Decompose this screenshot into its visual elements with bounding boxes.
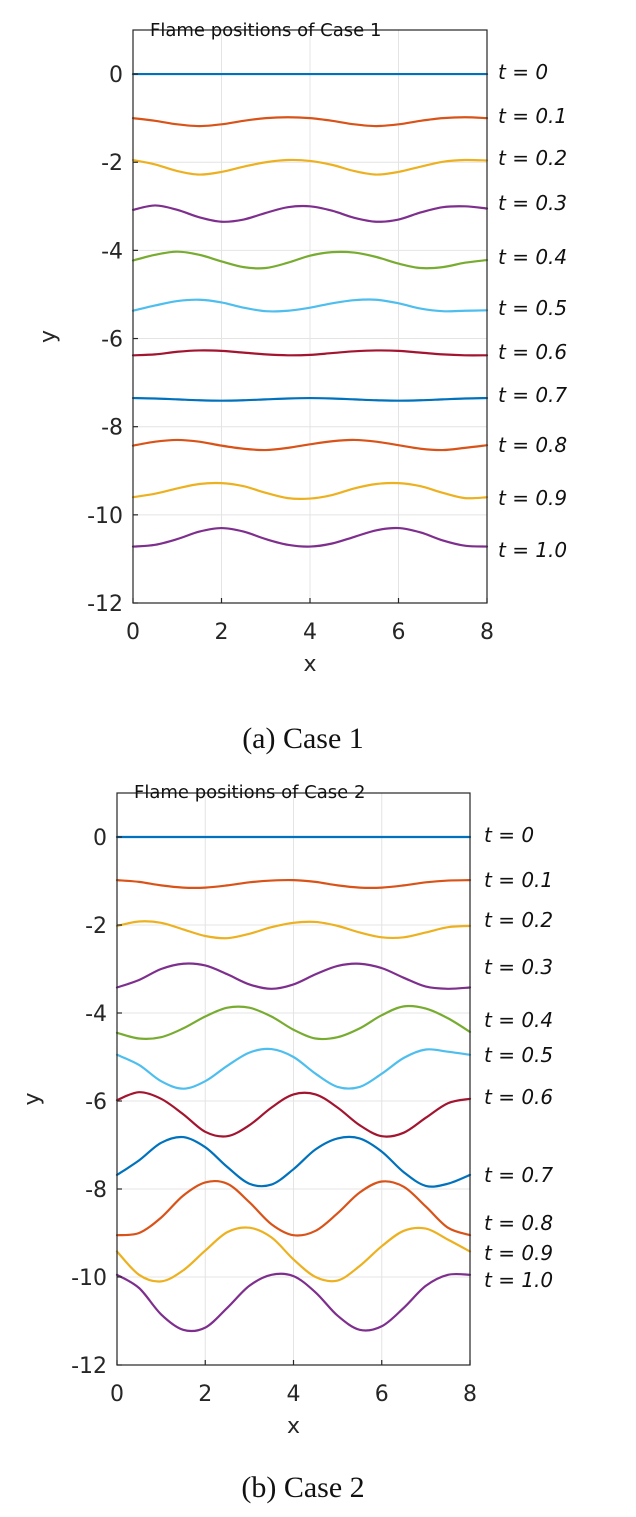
- time-label: t = 0.7: [484, 1163, 553, 1187]
- time-label: t = 0.3: [498, 191, 567, 215]
- x-tick-label: 4: [287, 1382, 301, 1407]
- time-label: t = 0.8: [484, 1211, 553, 1235]
- chart-panel-case-1: 0 2 4 6 8 0 -2 -4 -6 -8 -10 -12 t = 0 t = 0.1 t = 0.2…: [36, 20, 567, 755]
- time-label: t = 0.9: [498, 486, 567, 510]
- time-label: t = 1.0: [498, 538, 567, 562]
- x-axis-label: x: [303, 652, 316, 677]
- y-tick-label: -12: [71, 1354, 107, 1379]
- series-line-t-0-7: [131, 396, 489, 402]
- x-tick-label: 0: [110, 1382, 124, 1407]
- x-axis-label: x: [287, 1414, 300, 1439]
- time-label: t = 0.2: [498, 146, 567, 170]
- y-axis-label: y: [20, 1092, 45, 1105]
- series-line-t-1-0: [115, 1272, 472, 1333]
- series-line-t-0-7: [115, 1135, 472, 1188]
- time-label: t = 0.1: [498, 104, 567, 128]
- grid-lines: [132, 30, 488, 604]
- time-label: t = 0.6: [484, 1085, 553, 1109]
- series-line-t-0-4: [115, 1004, 472, 1041]
- time-label: t = 0.5: [484, 1043, 553, 1067]
- series-line-t-0-1: [131, 116, 489, 128]
- tick-labels: 0 2 4 6 8 0 -2 -4 -6 -8 -10 -12: [87, 63, 494, 645]
- series-line-t-0-3: [131, 204, 489, 223]
- series-line-t-0-6: [131, 349, 489, 357]
- x-tick-label: 6: [375, 1382, 389, 1407]
- x-tick-label: 6: [392, 620, 406, 645]
- x-tick-label: 0: [126, 620, 140, 645]
- time-label: t = 0.8: [498, 433, 567, 457]
- tick-labels: 0 2 4 6 8 0 -2 -4 -6 -8 -10 -12: [71, 826, 477, 1407]
- y-tick-label: -2: [101, 151, 123, 176]
- series-lines: [115, 835, 472, 1333]
- chart-title: Flame positions of Case 1: [150, 20, 381, 41]
- time-label: t = 0.9: [484, 1241, 553, 1265]
- series-line-t-0-8: [131, 438, 489, 452]
- y-tick-label: -4: [101, 239, 123, 264]
- time-label: t = 0.4: [484, 1008, 553, 1032]
- y-axis-label: y: [36, 330, 61, 343]
- time-label: t = 0: [498, 60, 548, 84]
- y-tick-label: -10: [71, 1266, 107, 1291]
- x-tick-label: 8: [463, 1382, 477, 1407]
- series-line-t-0-2: [115, 920, 472, 940]
- series-line-t-0-1: [115, 878, 472, 889]
- series-line-t-0-5: [115, 1047, 472, 1090]
- figure-caption: (a) Case 1: [242, 722, 364, 755]
- series-lines: [131, 72, 489, 548]
- series-line-t-0-3: [115, 962, 472, 990]
- time-label: t = 0.4: [498, 245, 567, 269]
- time-label: t = 0.7: [498, 383, 567, 407]
- figure-caption: (b) Case 2: [241, 1471, 364, 1504]
- time-labels: t = 0 t = 0.1 t = 0.2 t = 0.3 t = 0.4 t = 0.5…: [498, 60, 567, 562]
- x-tick-label: 4: [303, 620, 317, 645]
- y-tick-label: -6: [101, 328, 123, 353]
- y-tick-label: -4: [85, 1002, 107, 1027]
- x-tick-label: 2: [198, 1382, 212, 1407]
- y-tick-label: -12: [87, 592, 123, 617]
- chart-title: Flame positions of Case 2: [134, 782, 365, 803]
- series-line-t-0-9: [131, 481, 489, 500]
- time-label: t = 0.5: [498, 296, 567, 320]
- time-label: t = 0.1: [484, 868, 553, 892]
- time-label: t = 0: [484, 823, 534, 847]
- series-line-t-1-0: [131, 526, 489, 548]
- series-line-t-0-4: [131, 250, 489, 270]
- y-tick-label: -2: [85, 914, 107, 939]
- series-line-t-0-8: [115, 1179, 472, 1237]
- time-label: t = 0.6: [498, 340, 567, 364]
- x-tick-label: 8: [480, 620, 494, 645]
- series-line-t-0-9: [115, 1226, 472, 1283]
- series-line-t-0-5: [131, 298, 489, 313]
- time-label: t = 1.0: [484, 1268, 553, 1292]
- time-label: t = 0.2: [484, 908, 553, 932]
- series-line-t-0-2: [131, 158, 489, 176]
- y-tick-label: -10: [87, 504, 123, 529]
- chart-panel-case-2: 0 2 4 6 8 0 -2 -4 -6 -8 -10 -12 t = 0 t = 0.1 t = 0.2…: [20, 782, 553, 1504]
- y-tick-label: 0: [93, 826, 107, 851]
- y-tick-label: -8: [101, 416, 123, 441]
- y-tick-label: -8: [85, 1178, 107, 1203]
- y-tick-label: -6: [85, 1090, 107, 1115]
- y-tick-label: 0: [109, 63, 123, 88]
- series-line-t-0-6: [115, 1091, 472, 1138]
- time-label: t = 0.3: [484, 955, 553, 979]
- time-labels: t = 0 t = 0.1 t = 0.2 t = 0.3 t = 0.4 t = 0.5…: [484, 823, 553, 1292]
- x-tick-label: 2: [215, 620, 229, 645]
